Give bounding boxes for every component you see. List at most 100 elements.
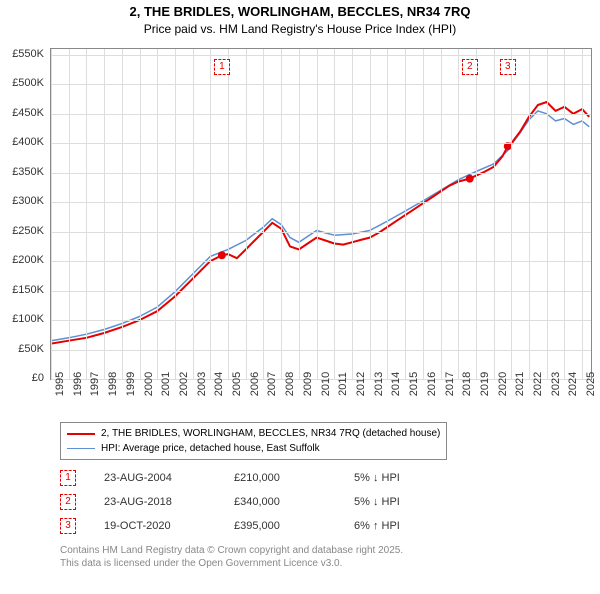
tx-date: 23-AUG-2004	[104, 472, 234, 484]
footer-line-2: This data is licensed under the Open Gov…	[60, 557, 403, 570]
xtick-label: 2015	[408, 372, 420, 396]
xtick-label: 2023	[550, 372, 562, 396]
xtick-label: 2005	[231, 372, 243, 396]
gridline-h	[51, 143, 591, 144]
xtick-label: 2007	[266, 372, 278, 396]
footer-attribution: Contains HM Land Registry data © Crown c…	[60, 544, 403, 570]
xtick-label: 1995	[54, 372, 66, 396]
xtick-label: 2006	[249, 372, 261, 396]
ytick-label: £0	[32, 372, 44, 384]
marker-dot	[218, 251, 226, 259]
ytick-label: £200K	[12, 254, 44, 266]
xtick-label: 2018	[461, 372, 473, 396]
xtick-label: 1996	[72, 372, 84, 396]
xtick-label: 2013	[373, 372, 385, 396]
xtick-label: 2004	[213, 372, 225, 396]
xtick-label: 1997	[89, 372, 101, 396]
gridline-v	[281, 49, 282, 379]
marker-dot	[466, 175, 474, 183]
series-price_paid	[51, 102, 589, 344]
legend-row: HPI: Average price, detached house, East…	[67, 441, 440, 456]
gridline-v	[547, 49, 548, 379]
tx-price: £340,000	[234, 496, 354, 508]
plot-region: 1 2 3	[50, 48, 592, 380]
gridline-v	[175, 49, 176, 379]
xtick-label: 1998	[107, 372, 119, 396]
ytick-label: £300K	[12, 195, 44, 207]
gridline-v	[157, 49, 158, 379]
marker-box: 3	[500, 59, 516, 75]
tx-date: 23-AUG-2018	[104, 496, 234, 508]
xtick-label: 2021	[514, 372, 526, 396]
table-row: 223-AUG-2018£340,0005% ↓ HPI	[60, 490, 474, 514]
tx-delta: 6% ↑ HPI	[354, 520, 474, 532]
chart-svg	[51, 49, 591, 379]
xtick-label: 2010	[320, 372, 332, 396]
gridline-v	[511, 49, 512, 379]
gridline-v	[140, 49, 141, 379]
gridline-v	[423, 49, 424, 379]
xtick-label: 2016	[426, 372, 438, 396]
gridline-h	[51, 114, 591, 115]
xtick-label: 2002	[178, 372, 190, 396]
gridline-v	[104, 49, 105, 379]
xtick-label: 2001	[160, 372, 172, 396]
marker-box: 3	[60, 518, 76, 534]
legend: 2, THE BRIDLES, WORLINGHAM, BECCLES, NR3…	[60, 422, 447, 460]
gridline-v	[193, 49, 194, 379]
legend-row: 2, THE BRIDLES, WORLINGHAM, BECCLES, NR3…	[67, 426, 440, 441]
chart-subtitle: Price paid vs. HM Land Registry's House …	[0, 22, 600, 36]
ytick-label: £500K	[12, 77, 44, 89]
gridline-v	[494, 49, 495, 379]
gridline-v	[476, 49, 477, 379]
ytick-label: £100K	[12, 313, 44, 325]
marker-box: 1	[60, 470, 76, 486]
xtick-label: 2009	[302, 372, 314, 396]
tx-date: 19-OCT-2020	[104, 520, 234, 532]
gridline-v	[387, 49, 388, 379]
legend-label: 2, THE BRIDLES, WORLINGHAM, BECCLES, NR3…	[101, 426, 440, 441]
gridline-v	[51, 49, 52, 379]
gridline-v	[529, 49, 530, 379]
xtick-label: 2000	[143, 372, 155, 396]
transaction-table: 123-AUG-2004£210,0005% ↓ HPI223-AUG-2018…	[60, 466, 474, 538]
marker-box: 1	[214, 59, 230, 75]
chart-container: 2, THE BRIDLES, WORLINGHAM, BECCLES, NR3…	[0, 4, 600, 594]
tx-delta: 5% ↓ HPI	[354, 472, 474, 484]
ytick-label: £350K	[12, 166, 44, 178]
xtick-label: 2017	[444, 372, 456, 396]
xtick-label: 2025	[585, 372, 597, 396]
xtick-label: 1999	[125, 372, 137, 396]
gridline-v	[352, 49, 353, 379]
marker-box: 2	[462, 59, 478, 75]
gridline-v	[582, 49, 583, 379]
gridline-v	[263, 49, 264, 379]
xtick-label: 2024	[567, 372, 579, 396]
xtick-label: 2011	[337, 372, 349, 396]
gridline-v	[246, 49, 247, 379]
ytick-label: £450K	[12, 107, 44, 119]
ytick-label: £550K	[12, 48, 44, 60]
gridline-h	[51, 320, 591, 321]
xtick-label: 2022	[532, 372, 544, 396]
table-row: 319-OCT-2020£395,0006% ↑ HPI	[60, 514, 474, 538]
gridline-v	[299, 49, 300, 379]
footer-line-1: Contains HM Land Registry data © Crown c…	[60, 544, 403, 557]
chart-area: 123 £0£50K£100K£150K£200K£250K£300K£350K…	[50, 48, 590, 408]
xtick-label: 2014	[390, 372, 402, 396]
legend-label: HPI: Average price, detached house, East…	[101, 441, 320, 456]
gridline-v	[334, 49, 335, 379]
gridline-h	[51, 291, 591, 292]
ytick-label: £50K	[18, 343, 44, 355]
gridline-h	[51, 55, 591, 56]
gridline-v	[317, 49, 318, 379]
xtick-label: 2003	[196, 372, 208, 396]
tx-delta: 5% ↓ HPI	[354, 496, 474, 508]
gridline-h	[51, 202, 591, 203]
gridline-v	[86, 49, 87, 379]
gridline-h	[51, 350, 591, 351]
gridline-v	[210, 49, 211, 379]
gridline-v	[69, 49, 70, 379]
chart-title: 2, THE BRIDLES, WORLINGHAM, BECCLES, NR3…	[0, 4, 600, 21]
ytick-label: £400K	[12, 136, 44, 148]
